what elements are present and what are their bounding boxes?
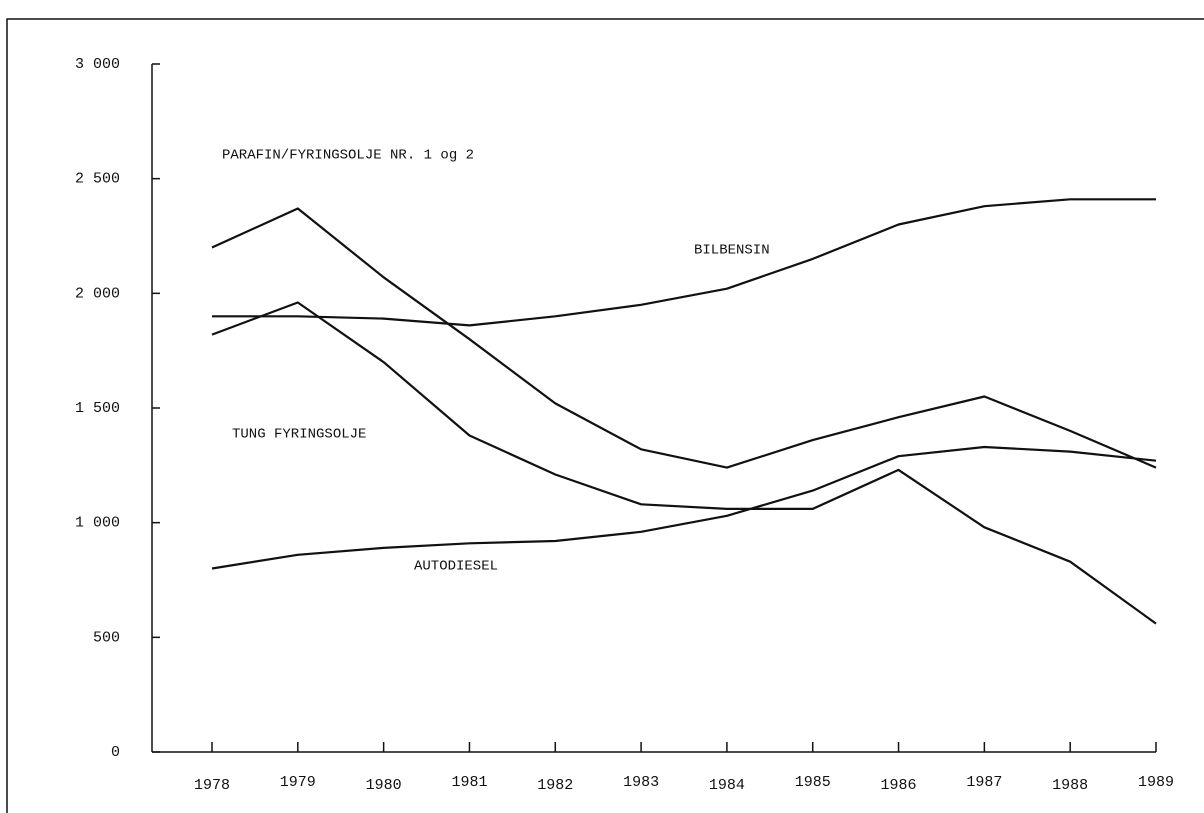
x-tick-label: 1984 — [709, 777, 745, 794]
x-tick-label: 1982 — [537, 777, 573, 794]
series-label: TUNG FYRINGSOLJE — [232, 427, 366, 443]
x-tick-label: 1980 — [366, 777, 402, 794]
x-tick-label: 1985 — [795, 774, 831, 791]
x-tick-label: 1978 — [194, 777, 230, 794]
y-tick-label: 1 000 — [75, 515, 120, 532]
y-tick-label: 3 000 — [75, 56, 120, 73]
y-tick-label: 2 500 — [75, 171, 120, 188]
x-tick-label: 1983 — [623, 774, 659, 791]
series-label: AUTODIESEL — [414, 559, 498, 575]
y-tick-label: 0 — [111, 744, 120, 761]
x-tick-label: 1979 — [280, 774, 316, 791]
series-line — [211, 445, 1157, 570]
y-tick-label: 2 000 — [75, 285, 120, 302]
series-label: PARAFIN/FYRINGSOLJE NR. 1 og 2 — [222, 148, 474, 164]
x-tick-label: 1989 — [1138, 774, 1174, 791]
series-line — [212, 198, 1156, 327]
series-line — [211, 301, 1157, 625]
frame — [6, 18, 1204, 813]
x-tick-label: 1987 — [966, 774, 1002, 791]
series-label: BILBENSIN — [694, 243, 770, 259]
x-tick-label: 1986 — [881, 777, 917, 794]
series-line — [211, 207, 1157, 469]
x-tick-label: 1981 — [451, 774, 487, 791]
y-tick-label: 1 500 — [75, 400, 120, 417]
x-tick-label: 1988 — [1052, 777, 1088, 794]
y-tick-label: 500 — [93, 629, 120, 646]
